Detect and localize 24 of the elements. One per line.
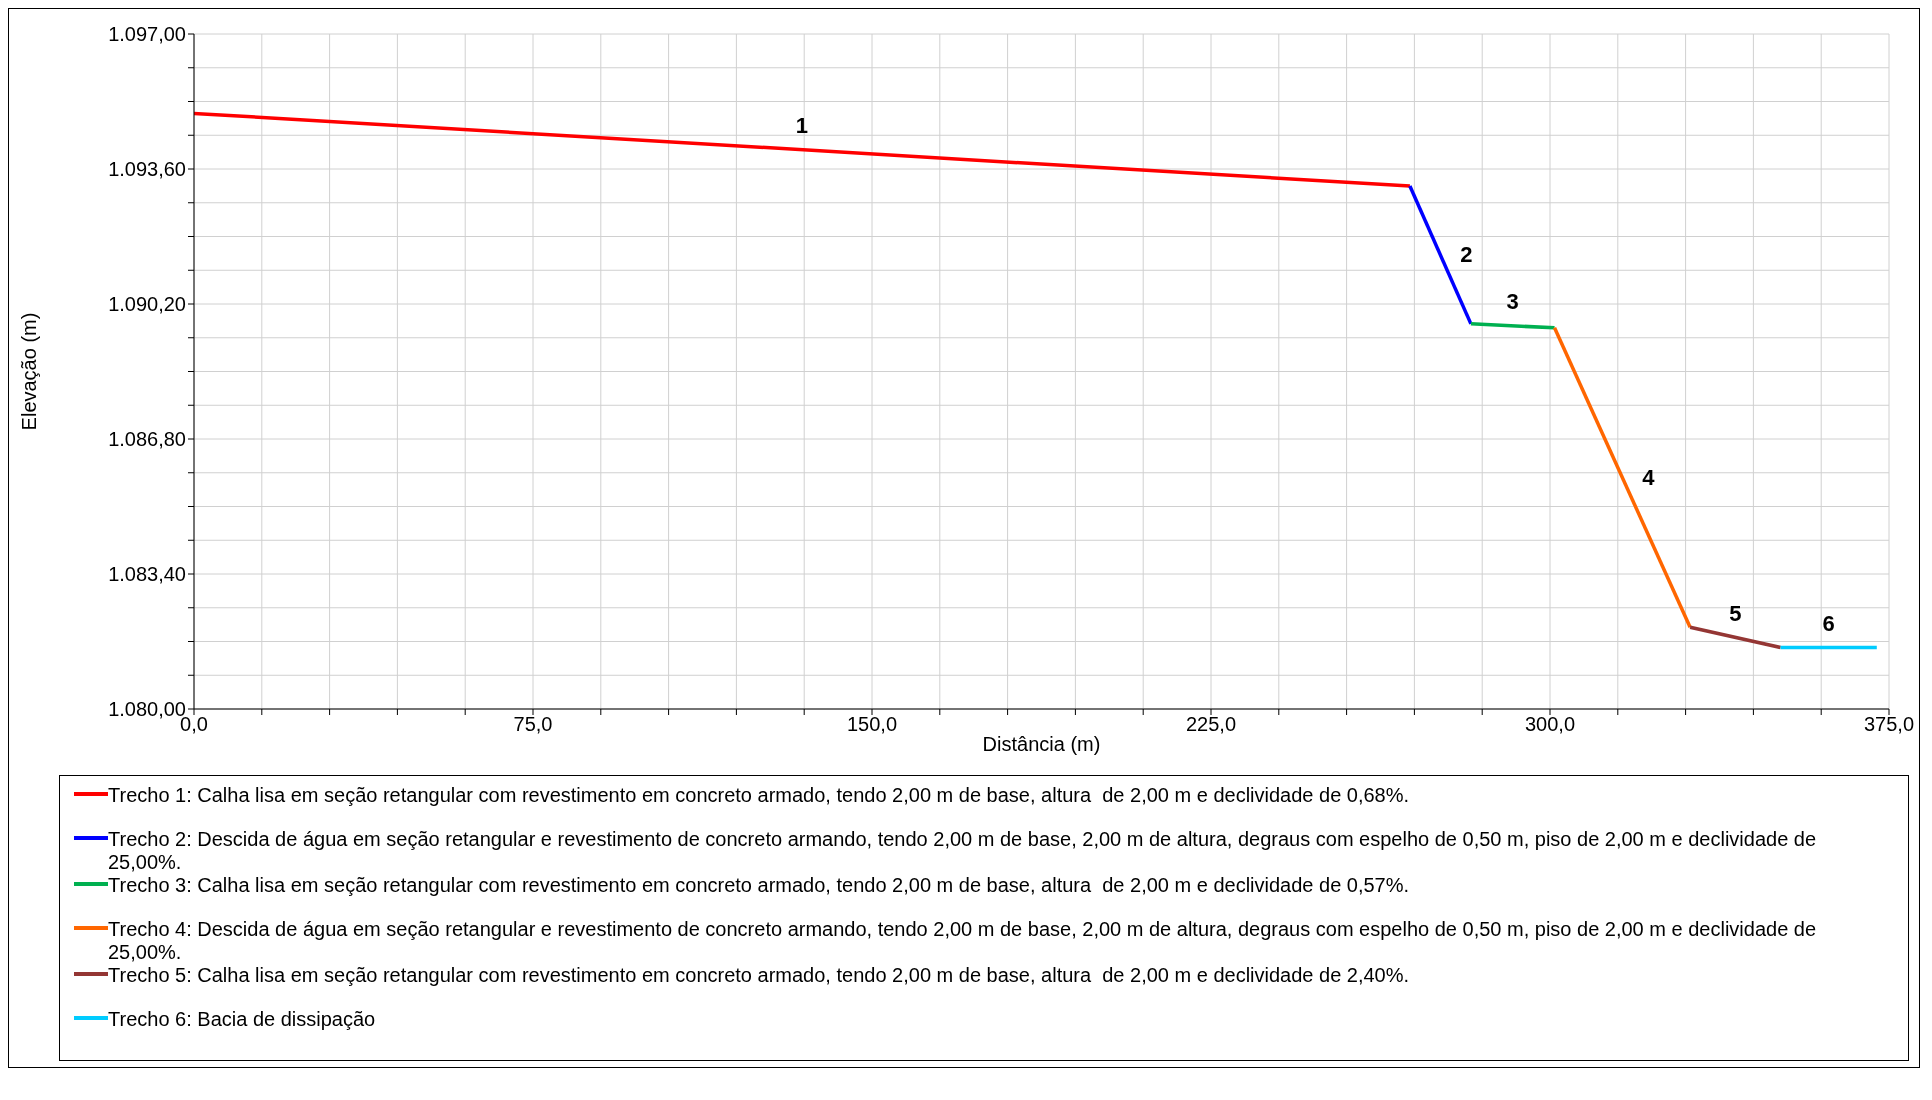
x-tick-label: 300,0 [1524, 713, 1576, 736]
legend-label: Trecho 2: Descida de água em seção retangular e revestimento de concreto armando, tendo 2,00 m de base, 2,00 m de altura, degraus com espelho de 0,50 m, piso de 2,00 m e declividade de 25,00%. [108, 828, 1818, 874]
legend-label: Trecho 3: Calha lisa em seção retangular com revestimento em concreto armado, tendo 2,00 m de base, altura de 2,00 m e declividade de 0,57%. [108, 874, 1410, 897]
x-tick-label: 375,0 [1863, 713, 1915, 736]
annotation: 4 [1642, 465, 1656, 491]
y-tick-label: 1.083,40 [108, 563, 186, 586]
x-tick-label: 75,0 [513, 713, 553, 736]
annotation: 6 [1822, 610, 1835, 636]
y-tick-label: 1.093,60 [108, 158, 186, 181]
legend-label: Trecho 5: Calha lisa em seção retangular com revestimento em concreto armado, tendo 2,00 m de base, altura de 2,00 m e declividade de 2,40%. [108, 964, 1410, 987]
y-tick-label: 1.086,80 [108, 428, 186, 451]
legend-label: Trecho 4: Descida de água em seção retangular e revestimento de concreto armando, tendo 2,00 m de base, 2,00 m de altura, degraus com espelho de 0,50 m, piso de 2,00 m e declividade de 25,00%. [108, 918, 1818, 964]
y-axis-title: Elevação (m) [18, 312, 41, 431]
legend-label: Trecho 1: Calha lisa em seção retangular com revestimento em concreto armado, tendo 2,00 m de base, altura de 2,00 m e declividade de 0,68%. [108, 784, 1410, 807]
legend-label: Trecho 6: Bacia de dissipação [108, 1008, 376, 1031]
annotation: 2 [1460, 242, 1473, 268]
annotation: 1 [795, 113, 809, 139]
annotation: 5 [1729, 600, 1742, 626]
x-tick-label: 150,0 [846, 713, 898, 736]
x-axis-title: Distância (m) [982, 733, 1101, 755]
x-tick-label: 225,0 [1185, 713, 1237, 736]
y-tick-label: 1.097,00 [108, 23, 186, 46]
annotation: 3 [1506, 289, 1519, 315]
y-tick-label: 1.090,20 [108, 293, 186, 316]
